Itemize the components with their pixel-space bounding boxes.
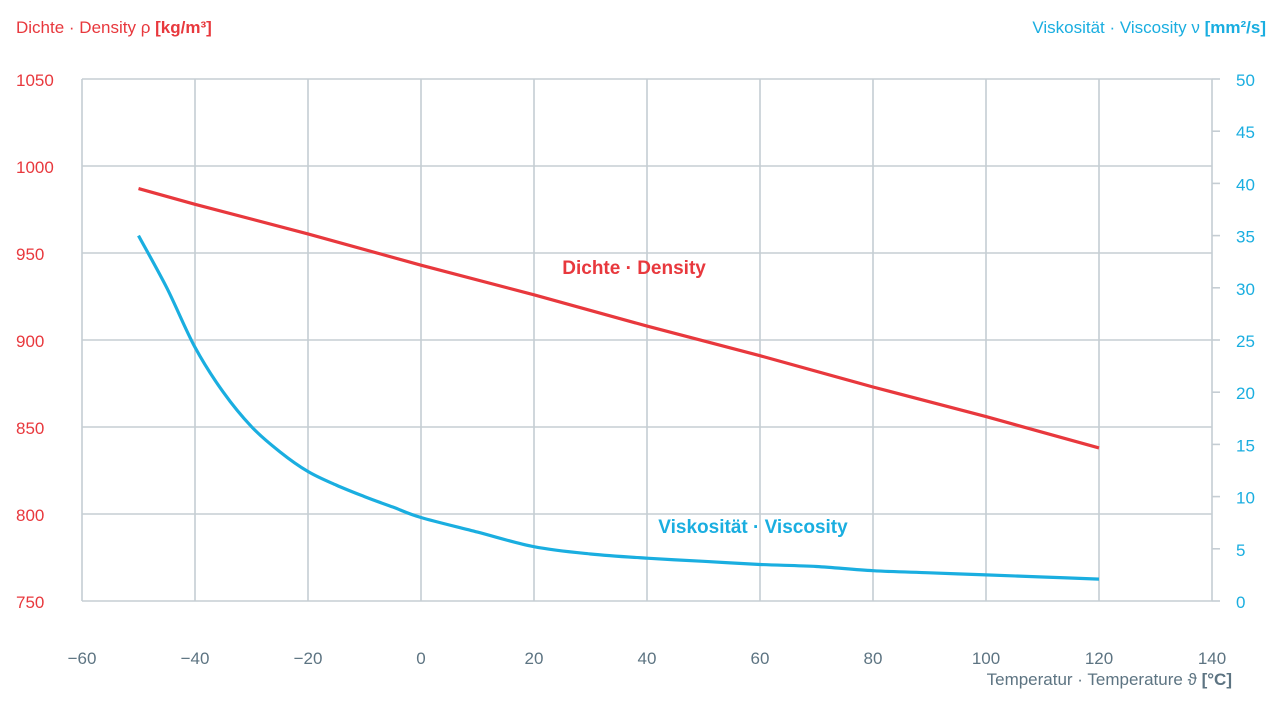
x-tick-label: 140 xyxy=(1198,649,1226,668)
left-axis-symbol: ρ xyxy=(140,18,151,37)
x-axis-unit: [°C] xyxy=(1201,670,1232,689)
x-tick-label: 100 xyxy=(972,649,1000,668)
right-tick-label: 30 xyxy=(1236,280,1255,299)
left-tick-label: 850 xyxy=(16,419,44,438)
left-tick-label: 750 xyxy=(16,593,44,612)
right-tick-label: 15 xyxy=(1236,436,1255,455)
right-tick-label: 45 xyxy=(1236,123,1255,142)
right-tick-label: 50 xyxy=(1236,71,1255,90)
x-axis-symbol: ϑ xyxy=(1187,670,1197,689)
x-tick-label: −40 xyxy=(181,649,210,668)
x-tick-label: −20 xyxy=(294,649,323,668)
right-axis-label: Viskosität · Viscosity xyxy=(1032,18,1187,37)
left-tick-label: 900 xyxy=(16,332,44,351)
x-tick-label: 20 xyxy=(525,649,544,668)
left-tick-label: 1050 xyxy=(16,71,54,90)
left-tick-label: 1000 xyxy=(16,158,54,177)
x-tick-label: 40 xyxy=(638,649,657,668)
x-tick-label: −60 xyxy=(68,649,97,668)
left-axis-unit: [kg/m³] xyxy=(155,18,212,37)
x-tick-label: 80 xyxy=(864,649,883,668)
left-tick-label: 800 xyxy=(16,506,44,525)
right-tick-label: 0 xyxy=(1236,593,1245,612)
right-tick-label: 35 xyxy=(1236,228,1255,247)
right-tick-label: 25 xyxy=(1236,332,1255,351)
density-annotation: Dichte · Density xyxy=(562,258,706,279)
right-axis-title: Viskosität · Viscosity ν [mm²/s] xyxy=(1032,18,1266,38)
viscosity-annotation: Viskosität · Viscosity xyxy=(658,517,848,538)
right-tick-label: 10 xyxy=(1236,489,1255,508)
right-tick-label: 40 xyxy=(1236,175,1255,194)
left-axis-title: Dichte · Density ρ [kg/m³] xyxy=(16,18,212,38)
right-axis-unit: [mm²/s] xyxy=(1204,18,1266,37)
x-tick-label: 60 xyxy=(751,649,770,668)
x-axis-label: Temperatur · Temperature xyxy=(986,670,1183,689)
x-tick-label: 0 xyxy=(416,649,425,668)
viscosity-line xyxy=(137,234,1100,581)
density-line xyxy=(138,187,1100,450)
x-axis-title: Temperatur · Temperature ϑ [°C] xyxy=(987,670,1232,690)
x-tick-label: 120 xyxy=(1085,649,1113,668)
right-tick-label: 20 xyxy=(1236,384,1255,403)
right-axis-symbol: ν xyxy=(1191,18,1200,37)
left-tick-label: 950 xyxy=(16,245,44,264)
left-axis-label: Dichte · Density xyxy=(16,18,136,37)
right-tick-label: 5 xyxy=(1236,541,1245,560)
